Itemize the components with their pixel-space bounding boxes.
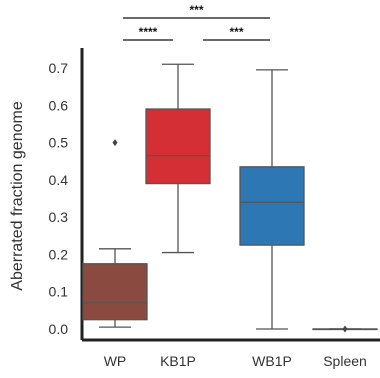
- y-tick-label: 0.7: [49, 60, 69, 76]
- box-iqr: [145, 108, 211, 185]
- x-tick-label: Spleen: [323, 353, 367, 369]
- box-kb1p: [145, 63, 211, 254]
- y-tick-label: 0.3: [49, 209, 69, 225]
- outlier-point: [112, 139, 118, 147]
- x-tick-label: WB1P: [252, 353, 292, 369]
- box-iqr: [239, 166, 305, 246]
- outlier-point: [342, 325, 348, 333]
- y-tick-label: 0.1: [49, 284, 69, 300]
- y-tick-label: 0.2: [49, 246, 69, 262]
- significance-bracket: ***: [123, 3, 270, 19]
- significance-brackets: ******* ***: [123, 3, 270, 41]
- significance-label: ***: [189, 3, 203, 17]
- y-tick-label: 0.6: [49, 97, 69, 113]
- significance-label: ***: [229, 25, 243, 39]
- x-tick-label: KB1P: [160, 353, 196, 369]
- y-axis-title: Aberrated fraction genome: [9, 101, 26, 291]
- y-tick-label: 0.4: [49, 172, 69, 188]
- axes: 0.0 0.1 0.2 0.3 0.4 0.5 0.6 0.7 WP KB1P WB1P Spleen: [49, 48, 380, 369]
- boxes: [82, 63, 378, 333]
- y-tick-label: 0.0: [49, 321, 69, 337]
- x-tick-label: WP: [104, 353, 127, 369]
- y-tick-label: 0.5: [49, 135, 69, 151]
- box-wp: [82, 139, 148, 328]
- significance-bracket: ***: [203, 25, 270, 41]
- box-iqr: [82, 263, 148, 321]
- significance-label: ****: [139, 25, 158, 39]
- box-wb1p: [239, 69, 305, 330]
- significance-bracket: ****: [123, 25, 173, 41]
- box-spleen: [312, 325, 378, 333]
